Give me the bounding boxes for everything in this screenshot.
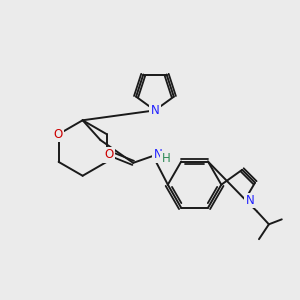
- Text: O: O: [53, 128, 62, 141]
- Text: N: N: [154, 148, 162, 161]
- Text: N: N: [246, 194, 254, 207]
- Text: N: N: [151, 104, 159, 117]
- Text: O: O: [105, 148, 114, 161]
- Text: H: H: [161, 152, 170, 165]
